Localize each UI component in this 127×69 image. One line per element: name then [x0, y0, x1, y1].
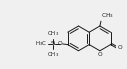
Text: O: O [118, 45, 122, 50]
Text: H$_3$C: H$_3$C [35, 39, 48, 48]
Text: CH$_3$: CH$_3$ [47, 29, 60, 38]
Text: CH$_3$: CH$_3$ [47, 50, 60, 59]
Text: CH$_3$: CH$_3$ [101, 11, 114, 20]
Text: O: O [57, 41, 62, 46]
Text: Si: Si [51, 41, 56, 46]
Text: O: O [98, 52, 102, 57]
